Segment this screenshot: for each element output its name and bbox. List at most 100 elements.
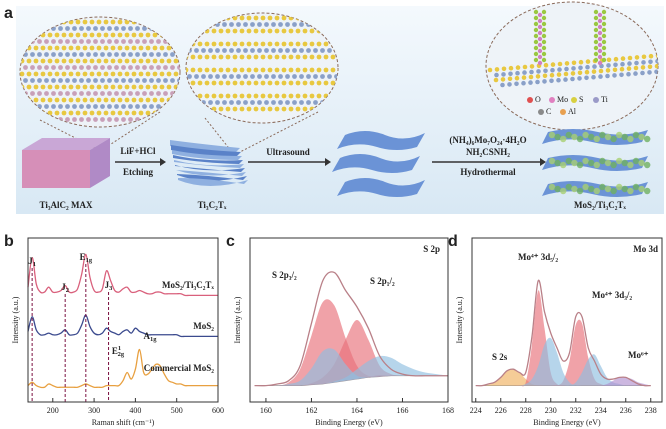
atom xyxy=(302,54,308,60)
sheet xyxy=(175,165,245,172)
atom xyxy=(585,59,591,64)
annotation: E1 2g xyxy=(112,345,125,358)
panel-letter: d xyxy=(448,233,458,250)
atom xyxy=(75,58,81,64)
atom xyxy=(135,78,140,83)
atom xyxy=(135,65,140,70)
atom xyxy=(274,106,280,112)
atom xyxy=(494,67,500,72)
atom xyxy=(218,80,224,86)
atom xyxy=(619,66,625,72)
atom xyxy=(541,21,547,27)
atom xyxy=(323,41,329,47)
atom xyxy=(292,100,297,105)
atom xyxy=(634,60,639,66)
atom xyxy=(75,32,81,38)
atom xyxy=(597,30,603,36)
material-label: Ti₃C₂Tₓ xyxy=(198,200,227,210)
atom xyxy=(507,76,513,82)
flower xyxy=(593,187,600,195)
atom xyxy=(601,9,607,15)
atom xyxy=(187,74,192,79)
x-tick-label: 234 xyxy=(595,406,607,415)
atom xyxy=(543,68,548,74)
atom xyxy=(264,100,269,105)
atom xyxy=(239,54,245,60)
atom xyxy=(627,61,632,66)
atom xyxy=(501,72,506,77)
atom xyxy=(641,60,646,65)
atom xyxy=(152,45,158,51)
atom xyxy=(246,106,252,112)
atom xyxy=(51,91,56,96)
annotation: S 2p₁/₂ xyxy=(370,276,395,286)
atom xyxy=(236,74,241,79)
atom xyxy=(288,41,294,47)
atom xyxy=(648,59,653,65)
atom xyxy=(86,78,91,83)
atom xyxy=(543,62,549,68)
atom xyxy=(593,27,599,33)
atom xyxy=(267,28,273,34)
atom xyxy=(86,65,91,70)
plot-frame xyxy=(249,237,449,403)
atom xyxy=(626,71,631,77)
atom xyxy=(243,48,248,53)
x-tick-label: 238 xyxy=(645,406,657,415)
annotation: S 2s xyxy=(492,352,508,362)
chart-b: b Intensity (a.u.) Raman shift (cm⁻¹) 200 30… xyxy=(4,233,224,427)
series-label: Commercial MoS₂ xyxy=(144,363,215,373)
atom xyxy=(208,100,213,105)
atom xyxy=(229,22,234,27)
atom xyxy=(309,93,315,99)
atom-group xyxy=(487,9,658,88)
x-axis-label: Binding Energy (eV) xyxy=(315,418,383,427)
atom xyxy=(537,42,543,48)
atom xyxy=(103,32,109,38)
panel-letter: a xyxy=(4,5,13,22)
atom xyxy=(613,56,619,62)
atom xyxy=(72,65,77,70)
atom xyxy=(37,78,42,83)
atom xyxy=(218,106,224,112)
atom xyxy=(114,78,119,83)
atom xyxy=(121,26,126,31)
atom xyxy=(152,71,158,77)
atom xyxy=(648,53,654,59)
atom xyxy=(197,54,203,60)
atom xyxy=(316,54,322,60)
annotation: J3 xyxy=(105,280,114,292)
annotation: J1 xyxy=(28,256,36,268)
atom xyxy=(299,22,304,27)
atom xyxy=(316,93,322,99)
atom xyxy=(163,78,168,83)
atom xyxy=(47,45,53,51)
atom xyxy=(239,28,245,34)
atom xyxy=(264,48,269,53)
x-tick-label: 230 xyxy=(545,406,557,415)
atom xyxy=(128,26,133,31)
atom xyxy=(152,58,158,64)
atom xyxy=(253,15,259,21)
atom xyxy=(47,32,53,38)
atom xyxy=(274,28,280,34)
block-front xyxy=(22,150,90,188)
atom xyxy=(75,71,81,77)
flower xyxy=(548,183,556,191)
atom xyxy=(61,45,67,51)
atom xyxy=(100,65,105,70)
atom xyxy=(131,84,137,90)
atom xyxy=(563,71,569,77)
atom xyxy=(537,36,543,42)
atom xyxy=(121,65,126,70)
label-part: 2g xyxy=(118,351,125,358)
atom xyxy=(79,117,84,122)
atom xyxy=(243,74,248,79)
atom xyxy=(54,58,60,64)
atom xyxy=(593,39,599,45)
sheet xyxy=(174,160,244,168)
atom xyxy=(533,33,539,39)
atom xyxy=(250,22,255,27)
atom xyxy=(159,84,165,90)
atom xyxy=(640,65,646,70)
